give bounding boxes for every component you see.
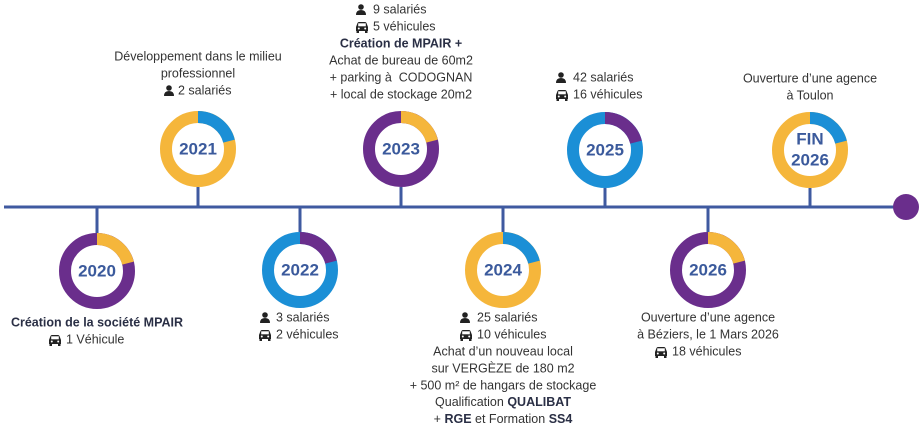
car-icon bbox=[356, 22, 368, 33]
text: à Toulon bbox=[786, 88, 833, 102]
year-label: 2026 bbox=[791, 150, 829, 169]
year-label: 2020 bbox=[78, 261, 116, 280]
text: 25 salariés bbox=[477, 310, 537, 324]
text: professionnel bbox=[161, 66, 235, 80]
text: Achat de bureau de 60m2 bbox=[329, 53, 473, 67]
car-icon bbox=[655, 347, 667, 358]
text: 3 salariés bbox=[276, 310, 330, 324]
text: Ouverture d’une agence bbox=[641, 310, 775, 324]
person-icon bbox=[556, 72, 566, 83]
year-label: 2025 bbox=[586, 140, 624, 159]
text: 10 véhicules bbox=[477, 327, 547, 341]
text: sur VERGÈZE de 180 m2 bbox=[431, 360, 574, 375]
text-bold: QUALIBAT bbox=[507, 395, 571, 409]
text: + bbox=[434, 412, 441, 426]
car-icon bbox=[49, 335, 61, 346]
person-icon bbox=[356, 4, 366, 15]
text: + local de stockage 20m2 bbox=[330, 87, 472, 101]
text: Qualification bbox=[435, 395, 504, 409]
ring-accent bbox=[502, 232, 540, 264]
ring-accent bbox=[707, 232, 745, 264]
text: Achat d’un nouveau local bbox=[433, 344, 573, 358]
text: et Formation bbox=[475, 412, 545, 426]
text: Création de MPAIR + bbox=[340, 36, 462, 50]
timeline-end bbox=[893, 194, 919, 220]
text: 1 Véhicule bbox=[66, 332, 124, 346]
person-icon bbox=[260, 312, 270, 323]
text: + RGE et Formation SS4 bbox=[434, 412, 573, 426]
car-icon bbox=[556, 90, 568, 101]
year-label: 2026 bbox=[689, 260, 727, 279]
text: à Béziers, le 1 Mars 2026 bbox=[637, 327, 779, 341]
car-icon bbox=[460, 330, 472, 341]
person-icon bbox=[460, 312, 470, 323]
ring-accent bbox=[604, 112, 642, 144]
text: Ouverture d’une agence bbox=[743, 71, 877, 85]
year-label: 2024 bbox=[484, 260, 522, 279]
ring-accent bbox=[809, 112, 847, 144]
car-icon bbox=[259, 330, 271, 341]
text: 2 véhicules bbox=[276, 327, 339, 341]
text: 9 salariés bbox=[373, 2, 427, 16]
ring-accent bbox=[96, 233, 134, 265]
text: + 500 m² de hangars de stockage bbox=[410, 378, 597, 392]
text: Création de la société MPAIR bbox=[11, 315, 183, 329]
text: Développement dans le milieu bbox=[114, 49, 282, 63]
text-bold: RGE bbox=[444, 412, 471, 426]
year-label: 2021 bbox=[179, 139, 217, 158]
ring-accent bbox=[197, 111, 235, 143]
text: + parking à CODOGNAN bbox=[330, 70, 473, 84]
ring-accent bbox=[299, 232, 337, 264]
rings: 2020 2021 2022 2023 2024 2025 2026 FIN 2026 bbox=[59, 111, 848, 309]
text: 16 véhicules bbox=[573, 87, 643, 101]
person-icon bbox=[164, 85, 174, 96]
text: Qualification QUALIBAT bbox=[435, 395, 571, 409]
ring-accent bbox=[400, 111, 438, 143]
year-label: 2022 bbox=[281, 260, 319, 279]
text: 18 véhicules bbox=[672, 344, 742, 358]
text: 5 véhicules bbox=[373, 19, 436, 33]
year-label: 2023 bbox=[382, 139, 420, 158]
text: 42 salariés bbox=[573, 70, 633, 84]
text-bold: SS4 bbox=[549, 412, 573, 426]
text: 2 salariés bbox=[178, 83, 232, 97]
year-label: FIN bbox=[796, 129, 823, 148]
